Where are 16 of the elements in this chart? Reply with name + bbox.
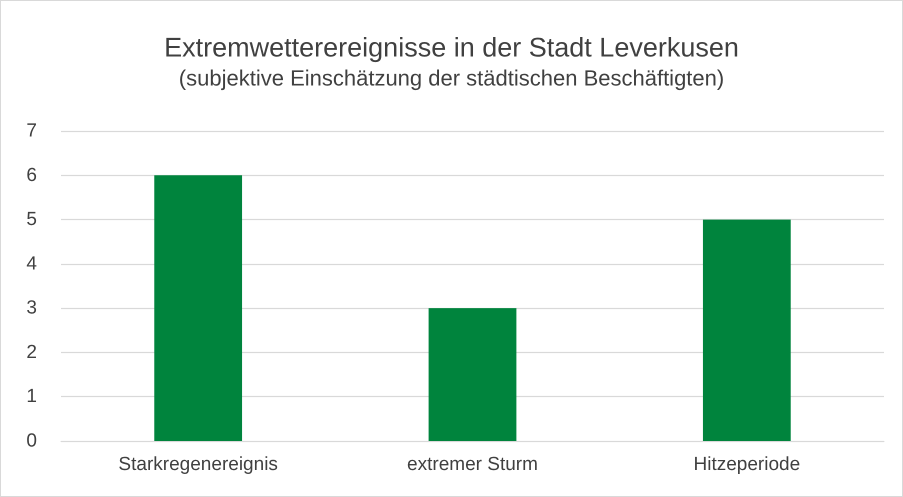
bar [702,220,791,441]
y-tick-label: 7 [26,120,37,142]
chart-subtitle: (subjektive Einschätzung der städtischen Beschäftigten) [178,66,724,90]
bar [428,308,516,441]
y-tick-label: 0 [26,430,37,452]
y-tick-label: 1 [26,386,37,408]
bar [154,175,242,441]
y-tick-label: 2 [26,342,37,363]
y-tick-label: 5 [26,209,37,230]
y-tick-label: 3 [26,298,37,319]
x-tick-label: Hitzeperiode [693,454,800,475]
y-tick-label: 4 [26,253,38,274]
x-tick-label: extremer Sturm [407,454,538,475]
chart-title: Extremwetterereignisse in der Stadt Leverkusen [164,32,739,62]
y-tick-label: 6 [26,164,37,186]
x-tick-label: Starkregenereignis [118,454,278,475]
